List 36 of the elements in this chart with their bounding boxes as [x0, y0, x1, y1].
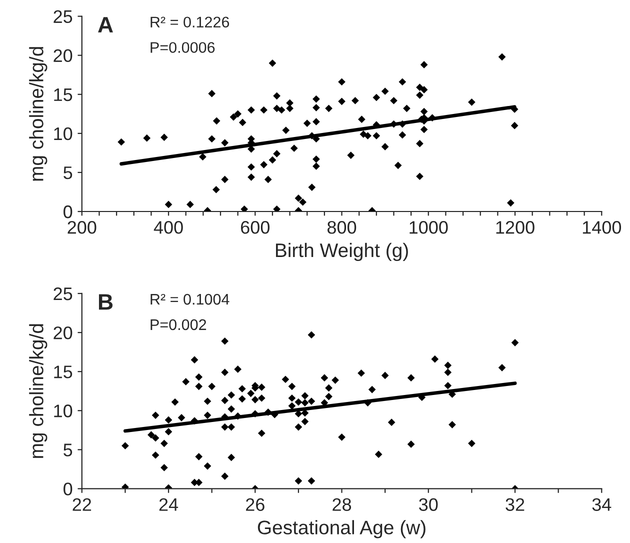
x-tick-label: 26: [246, 498, 264, 511]
x-tick-label: 28: [332, 498, 352, 511]
x-tick-label: 800: [328, 221, 356, 234]
x-tick-label: 30: [419, 498, 438, 511]
x-tick-label: 22: [72, 498, 92, 511]
x-tick-label: 32: [506, 498, 524, 511]
y-tick-label: 25: [54, 10, 72, 24]
annotation: P=0.002: [150, 319, 206, 330]
y-tick-label: 25: [54, 287, 72, 300]
x-axis-title: Birth Weight (g): [276, 242, 408, 262]
x-axis-title: Gestational Age (w): [258, 520, 426, 538]
x-tick-label: 1200: [496, 221, 534, 234]
y-tick-label: 15: [54, 88, 72, 102]
y-tick-label: 5: [64, 444, 72, 456]
x-tick-label: 400: [154, 221, 183, 234]
annotation: R² = 0.1226: [150, 16, 230, 28]
x-tick-label: 1400: [582, 221, 622, 234]
x-tick-label: 600: [241, 221, 270, 234]
y-tick-label: 0: [64, 482, 72, 496]
x-tick-label: 200: [68, 221, 96, 234]
y-tick-label: 15: [54, 366, 72, 378]
y-tick-label: 10: [54, 127, 72, 140]
annotation: R² = 0.1004: [150, 294, 230, 305]
x-tick-label: 1000: [410, 221, 448, 234]
y-tick-label: 20: [54, 326, 72, 340]
x-tick-label: 24: [159, 498, 178, 511]
y-tick-label: 0: [64, 205, 72, 218]
x-tick-label: 34: [592, 498, 612, 511]
chart-title: A: [98, 17, 113, 32]
y-tick-label: 10: [54, 404, 72, 418]
annotation: P=0.0006: [150, 42, 215, 53]
chart-title: B: [98, 294, 113, 310]
y-axis-title: mg choline/kg/d: [29, 324, 48, 458]
y-axis-title: mg choline/kg/d: [29, 47, 48, 181]
y-tick-label: 20: [54, 49, 72, 62]
y-tick-label: 5: [64, 166, 72, 180]
